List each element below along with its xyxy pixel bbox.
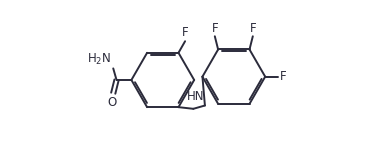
- Text: O: O: [107, 96, 116, 109]
- Text: HN: HN: [186, 90, 204, 103]
- Text: H$_2$N: H$_2$N: [87, 52, 112, 67]
- Text: F: F: [211, 22, 218, 35]
- Text: F: F: [182, 26, 188, 39]
- Text: F: F: [250, 22, 256, 35]
- Text: F: F: [280, 70, 287, 83]
